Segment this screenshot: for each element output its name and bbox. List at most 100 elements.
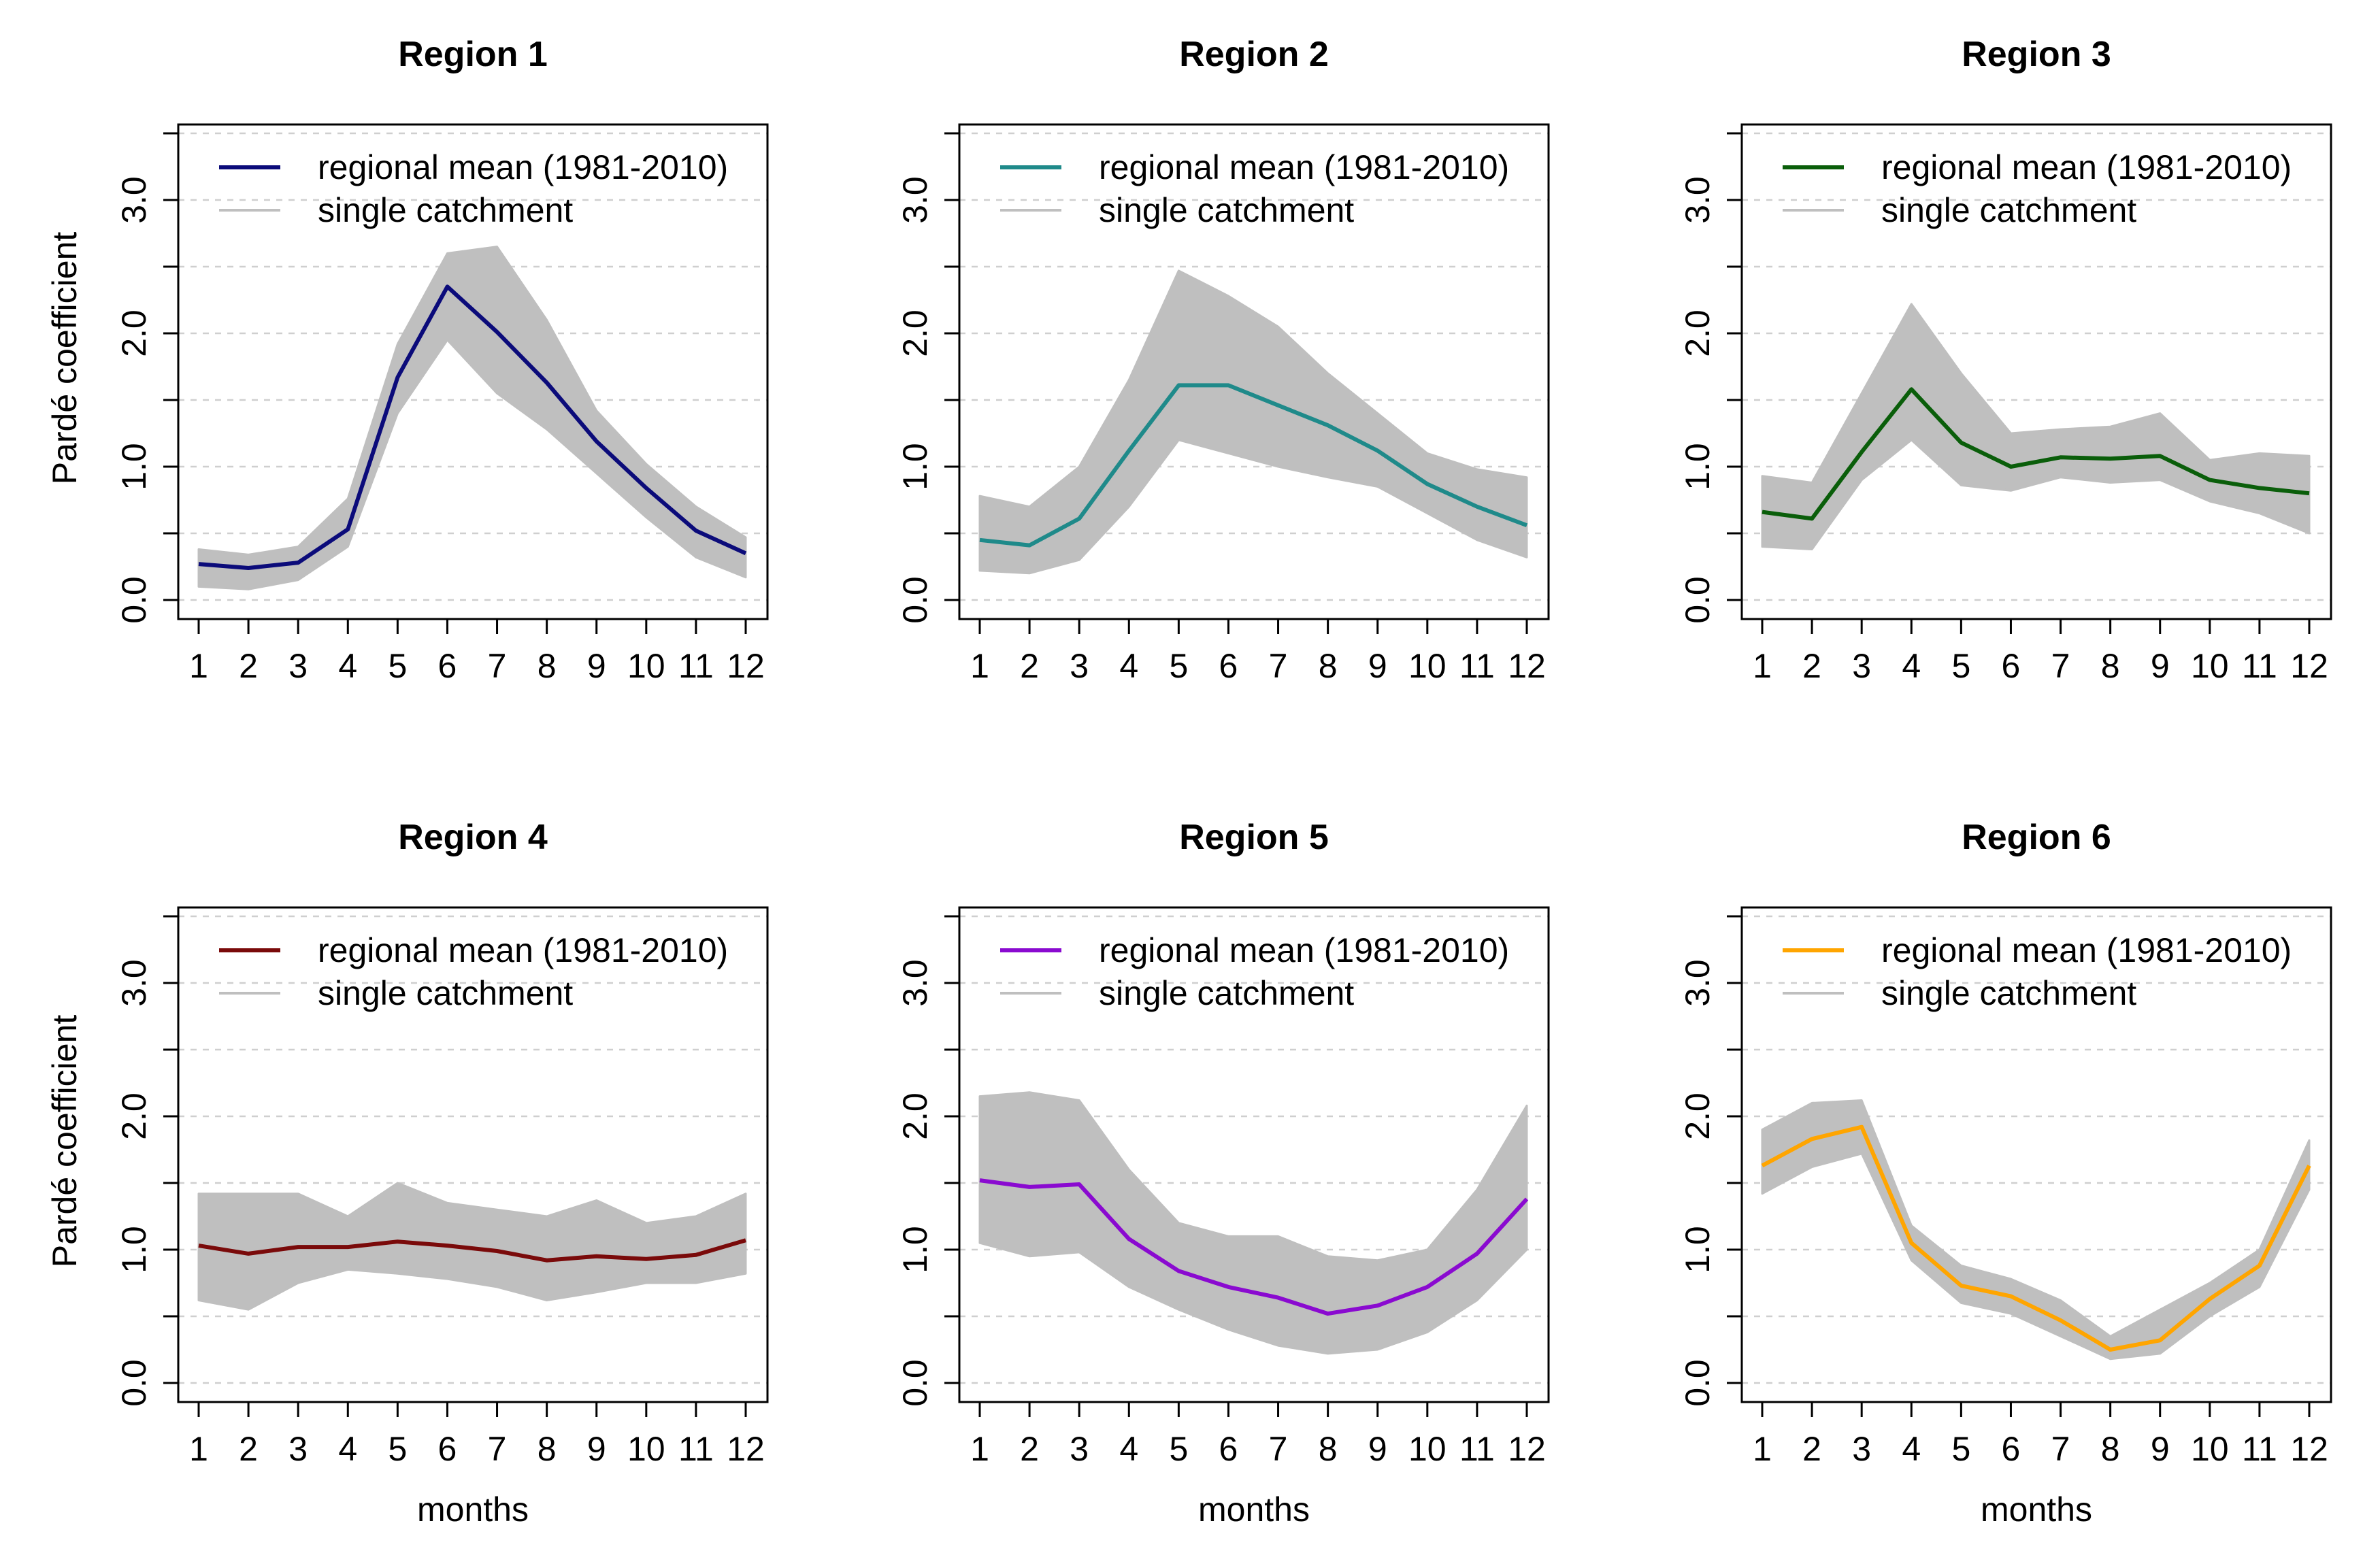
x-tick-label: 7 <box>2051 1430 2070 1468</box>
y-tick-label: 1.0 <box>115 1226 153 1273</box>
x-tick-label: 4 <box>338 1430 357 1468</box>
x-tick-label: 2 <box>1020 647 1039 685</box>
y-tick-label: 1.0 <box>1679 1226 1717 1273</box>
x-tick-label: 1 <box>970 647 989 685</box>
x-tick-label: 9 <box>2151 1430 2170 1468</box>
x-axis-label: months <box>1198 1490 1310 1529</box>
y-tick-label: 2.0 <box>896 1092 934 1140</box>
x-tick-label: 10 <box>1408 647 1447 685</box>
x-tick-label: 6 <box>438 1430 457 1468</box>
x-tick-label: 1 <box>1753 1430 1772 1468</box>
x-tick-label: 10 <box>2191 647 2229 685</box>
plot-frame <box>958 906 1550 1403</box>
x-tick-label: 12 <box>2290 1430 2328 1468</box>
legend-catchment-label: single catchment <box>1881 191 2136 229</box>
x-tick-label: 6 <box>2002 1430 2021 1468</box>
y-tick-label: 2.0 <box>896 310 934 357</box>
x-tick-label: 3 <box>1070 647 1089 685</box>
x-tick-label: 10 <box>1408 1430 1447 1468</box>
legend-mean-label: regional mean (1981-2010) <box>1881 931 2292 969</box>
regional-mean-line <box>1761 1124 2311 1352</box>
chart-title: Region 2 <box>1179 35 1329 74</box>
y-tick-label: 2.0 <box>115 310 153 357</box>
x-tick-label: 2 <box>1802 647 1821 685</box>
chart-title: Region 1 <box>398 35 548 74</box>
regional-mean-line <box>1762 387 2310 521</box>
regional-mean-line <box>979 1178 1529 1316</box>
y-tick-label: 1.0 <box>1679 443 1717 490</box>
x-tick-label: 8 <box>2101 647 2120 685</box>
y-tick-label: 1.0 <box>115 443 153 490</box>
legend-catchment-label: single catchment <box>318 974 573 1012</box>
x-tick-label: 7 <box>488 1430 507 1468</box>
x-tick-label: 7 <box>2051 647 2070 685</box>
y-tick-label: 2.0 <box>1679 310 1717 357</box>
y-tick-label: 3.0 <box>896 176 934 224</box>
x-tick-label: 2 <box>239 1430 258 1468</box>
y-axis-label: Pardé coefficient <box>46 232 84 485</box>
x-tick-label: 11 <box>678 647 714 685</box>
legend-catchment-label: single catchment <box>318 191 573 229</box>
x-tick-label: 12 <box>727 1430 765 1468</box>
chart-title: Region 4 <box>398 818 548 857</box>
x-tick-label: 5 <box>1169 647 1188 685</box>
legend-catchment-label: single catchment <box>1881 974 2136 1012</box>
x-tick-label: 1 <box>189 1430 208 1468</box>
x-tick-label: 2 <box>239 647 258 685</box>
x-tick-label: 11 <box>1459 1430 1495 1468</box>
plot-frame <box>958 123 1550 620</box>
x-tick-label: 8 <box>538 1430 557 1468</box>
x-tick-label: 5 <box>388 1430 407 1468</box>
chart-title: Region 6 <box>1962 818 2111 857</box>
x-tick-label: 10 <box>627 647 665 685</box>
x-tick-label: 2 <box>1802 1430 1821 1468</box>
x-tick-label: 3 <box>1852 1430 1871 1468</box>
single-catchment-band <box>978 269 1528 575</box>
y-tick-label: 3.0 <box>115 959 153 1007</box>
legend-mean-label: regional mean (1981-2010) <box>1099 931 1509 969</box>
x-tick-label: 4 <box>338 647 357 685</box>
chart-title: Region 5 <box>1179 818 1329 857</box>
plot-frame <box>1740 906 2332 1403</box>
x-tick-label: 12 <box>1508 1430 1546 1468</box>
regional-mean-line <box>198 1238 746 1263</box>
y-tick-label: 0.0 <box>896 576 934 624</box>
plot-frame <box>1740 123 2332 620</box>
single-catchment-band <box>197 246 747 590</box>
x-tick-label: 12 <box>1508 647 1546 685</box>
x-tick-label: 1 <box>970 1430 989 1468</box>
x-axis-label: months <box>417 1490 529 1529</box>
legend-catchment-label: single catchment <box>1099 974 1354 1012</box>
legend-mean-label: regional mean (1981-2010) <box>318 148 728 186</box>
chart-title: Region 3 <box>1962 35 2111 74</box>
x-tick-label: 5 <box>388 647 407 685</box>
y-tick-label: 3.0 <box>1679 959 1717 1007</box>
x-tick-label: 1 <box>1753 647 1772 685</box>
x-tick-label: 4 <box>1902 1430 1921 1468</box>
y-axis-label: Pardé coefficient <box>46 1015 84 1268</box>
x-tick-label: 8 <box>1319 647 1338 685</box>
x-tick-label: 11 <box>2242 1430 2277 1468</box>
plot-frame <box>177 906 769 1403</box>
y-tick-label: 2.0 <box>1679 1092 1717 1140</box>
y-tick-label: 3.0 <box>115 176 153 224</box>
x-tick-label: 8 <box>2101 1430 2120 1468</box>
x-tick-label: 7 <box>1269 1430 1288 1468</box>
y-tick-label: 0.0 <box>115 576 153 624</box>
x-tick-label: 12 <box>2290 647 2328 685</box>
y-tick-label: 1.0 <box>896 443 934 490</box>
x-tick-label: 5 <box>1951 1430 1970 1468</box>
x-tick-label: 6 <box>438 647 457 685</box>
x-tick-label: 10 <box>2191 1430 2229 1468</box>
x-tick-label: 5 <box>1169 1430 1188 1468</box>
x-tick-label: 3 <box>288 1430 308 1468</box>
single-catchment-band <box>1761 303 2311 550</box>
x-tick-label: 6 <box>1219 647 1238 685</box>
x-tick-label: 2 <box>1020 1430 1039 1468</box>
x-tick-label: 5 <box>1951 647 1970 685</box>
